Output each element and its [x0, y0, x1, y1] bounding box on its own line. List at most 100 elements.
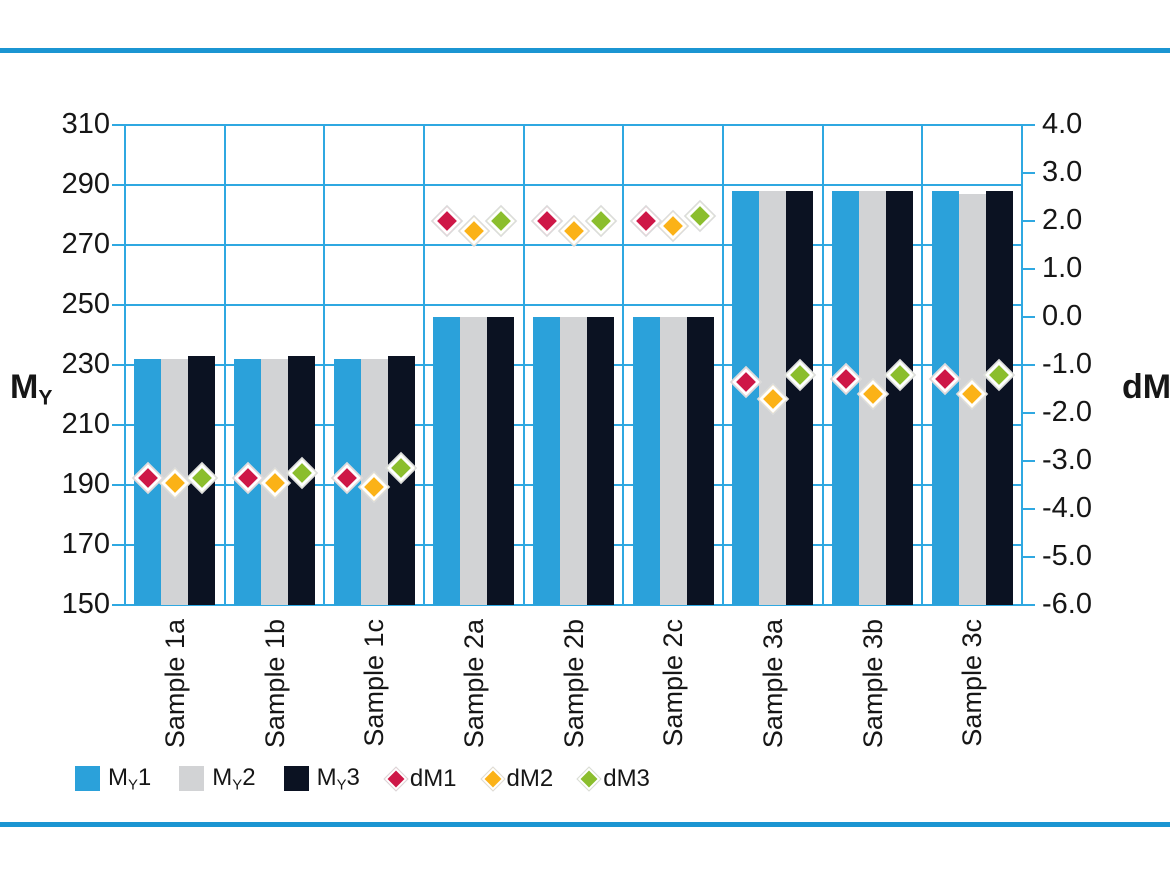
bar-my2-sample-2a — [460, 317, 488, 605]
legend-square-swatch-icon — [75, 766, 100, 792]
horizontal-gridline — [125, 304, 1022, 306]
legend-item-label: MY3 — [316, 764, 360, 794]
bar-my1-sample-3c — [931, 191, 959, 605]
bar-my3-sample-2b — [587, 317, 614, 605]
left-axis-title-sub: Y — [38, 386, 53, 410]
horizontal-gridline — [125, 244, 1022, 246]
right-axis-tick — [1022, 364, 1035, 366]
left-axis-tick — [112, 304, 125, 306]
right-axis-tick — [1022, 316, 1035, 318]
right-axis-tick-label: 4.0 — [1042, 108, 1083, 140]
bar-my1-sample-2a — [433, 317, 461, 605]
x-axis-label-text: Sample 2c — [658, 619, 689, 747]
marker-dm1-icon — [632, 206, 661, 236]
marker-dm2-icon — [559, 216, 588, 245]
marker-dm2-icon — [459, 216, 488, 245]
legend-item-label: dM3 — [603, 764, 650, 792]
bar-my3-sample-3c — [985, 191, 1013, 605]
legend-diamond-swatch-icon — [577, 767, 601, 791]
legend-item-label: dM2 — [506, 764, 554, 792]
bar-my1-sample-3a — [732, 191, 760, 605]
right-axis-tick-label: 2.0 — [1042, 204, 1083, 236]
bar-my1-sample-2b — [533, 317, 560, 605]
top-divider-rule — [0, 48, 1170, 53]
right-axis-tick — [1022, 508, 1035, 510]
horizontal-gridline — [125, 124, 1022, 126]
x-axis-label-text: Sample 1a — [159, 619, 190, 749]
marker-dm2-icon — [659, 211, 688, 240]
left-axis-tick — [112, 244, 125, 246]
legend-item-dm3: dM3 — [577, 764, 650, 793]
marker-dm1-icon — [532, 206, 561, 236]
right-axis-tick-label: 1.0 — [1042, 252, 1083, 284]
bar-my2-sample-2c — [659, 317, 687, 605]
x-axis-label-text: Sample 3c — [957, 619, 988, 747]
left-axis-tick-label: 230 — [61, 348, 110, 380]
right-axis-tick-label: -4.0 — [1042, 492, 1092, 524]
left-axis-tick-label: 170 — [61, 528, 110, 560]
left-axis-tick-label: 210 — [61, 408, 110, 440]
right-axis-tick-label: -5.0 — [1042, 540, 1092, 572]
left-axis-tick — [112, 544, 125, 546]
left-axis-tick-label: 270 — [61, 228, 110, 260]
bar-my3-sample-3b — [886, 191, 913, 605]
right-axis-title: dM — [1122, 368, 1170, 407]
legend-item-m1: MY1 — [75, 764, 151, 793]
right-axis-tick — [1022, 172, 1035, 174]
marker-dm3-icon — [686, 202, 715, 231]
vertical-gridline — [323, 125, 326, 605]
vertical-gridline — [821, 125, 824, 605]
vertical-gridline — [223, 125, 226, 605]
right-axis-title-main: dM — [1122, 368, 1170, 406]
legend-item-dm2: dM2 — [481, 764, 554, 793]
x-axis-label-text: Sample 3a — [757, 619, 788, 749]
bar-my3-sample-2c — [686, 317, 714, 605]
right-axis-tick — [1022, 268, 1035, 270]
left-axis-tick-label: 310 — [61, 108, 110, 140]
marker-dm3-icon — [586, 206, 615, 236]
x-axis-label-text: Sample 1c — [359, 619, 390, 747]
left-axis-tick — [112, 364, 125, 366]
left-axis-tick — [112, 484, 125, 486]
legend-square-swatch-icon — [283, 766, 309, 792]
vertical-gridline — [124, 125, 126, 605]
bar-my1-sample-2c — [632, 317, 660, 605]
left-axis-tick-label: 290 — [61, 168, 110, 200]
right-axis-tick — [1022, 124, 1035, 126]
right-axis-tick — [1022, 412, 1035, 414]
right-axis-tick-label: -1.0 — [1042, 348, 1092, 380]
left-axis-tick — [112, 424, 125, 426]
x-axis-label-text: Sample 1b — [259, 619, 290, 749]
legend-item-label: MY2 — [212, 764, 256, 794]
x-axis-label-text: Sample 3b — [857, 619, 888, 749]
right-axis-tick — [1022, 604, 1035, 606]
right-axis-tick-label: -2.0 — [1042, 396, 1092, 428]
bar-my2-sample-2b — [560, 317, 587, 605]
legend-item-dm1: dM1 — [384, 764, 457, 793]
left-axis-tick — [112, 184, 125, 186]
chart-legend: MY1 MY2 MY3 dM1 dM2 dM3 — [75, 764, 650, 793]
legend-item-m3: MY3 — [283, 764, 360, 794]
legend-diamond-swatch-icon — [481, 767, 504, 791]
marker-dm3-icon — [486, 206, 515, 236]
legend-item-m2: MY2 — [179, 764, 256, 794]
left-axis-tick — [112, 124, 125, 126]
bar-my1-sample-3b — [832, 191, 859, 605]
vertical-gridline — [722, 125, 724, 605]
vertical-gridline — [622, 125, 625, 605]
horizontal-gridline — [125, 604, 1022, 606]
legend-item-label: dM1 — [409, 764, 457, 792]
horizontal-gridline — [125, 184, 1022, 186]
legend-diamond-swatch-icon — [384, 767, 408, 791]
vertical-gridline — [423, 125, 425, 605]
legend-square-swatch-icon — [179, 766, 205, 792]
right-axis-tick-label: 0.0 — [1042, 300, 1083, 332]
right-axis-tick-label: -6.0 — [1042, 588, 1092, 620]
bar-my3-sample-3a — [786, 191, 814, 605]
right-axis-tick-label: 3.0 — [1042, 156, 1083, 188]
right-axis-tick — [1022, 556, 1035, 558]
bottom-divider-rule — [0, 822, 1170, 827]
bar-my3-sample-2a — [487, 317, 515, 605]
left-axis-tick-label: 250 — [61, 288, 110, 320]
vertical-gridline — [921, 125, 924, 605]
